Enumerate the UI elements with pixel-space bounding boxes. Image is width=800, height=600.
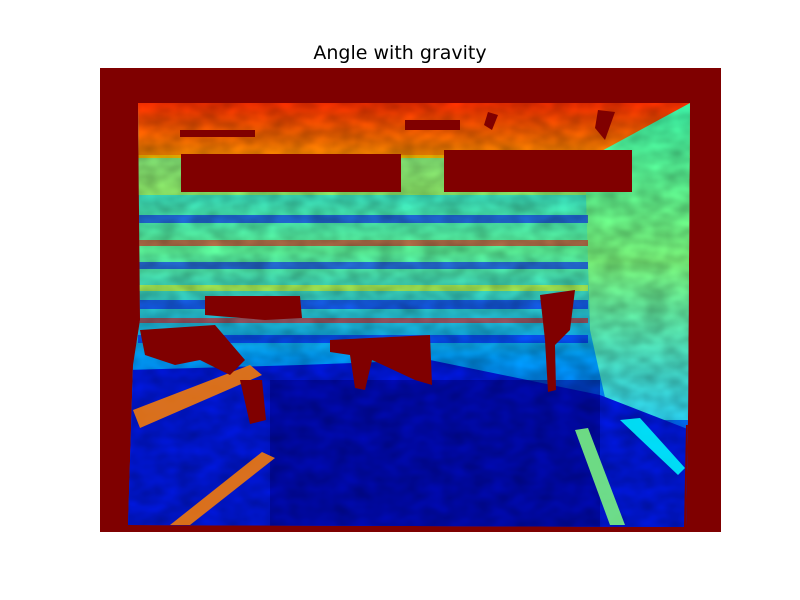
ceiling-light-right bbox=[444, 150, 632, 192]
scene-group bbox=[128, 103, 690, 527]
ceiling-fixture bbox=[405, 120, 460, 130]
ceiling-light-left bbox=[181, 154, 401, 192]
ceiling-vent bbox=[180, 130, 255, 137]
